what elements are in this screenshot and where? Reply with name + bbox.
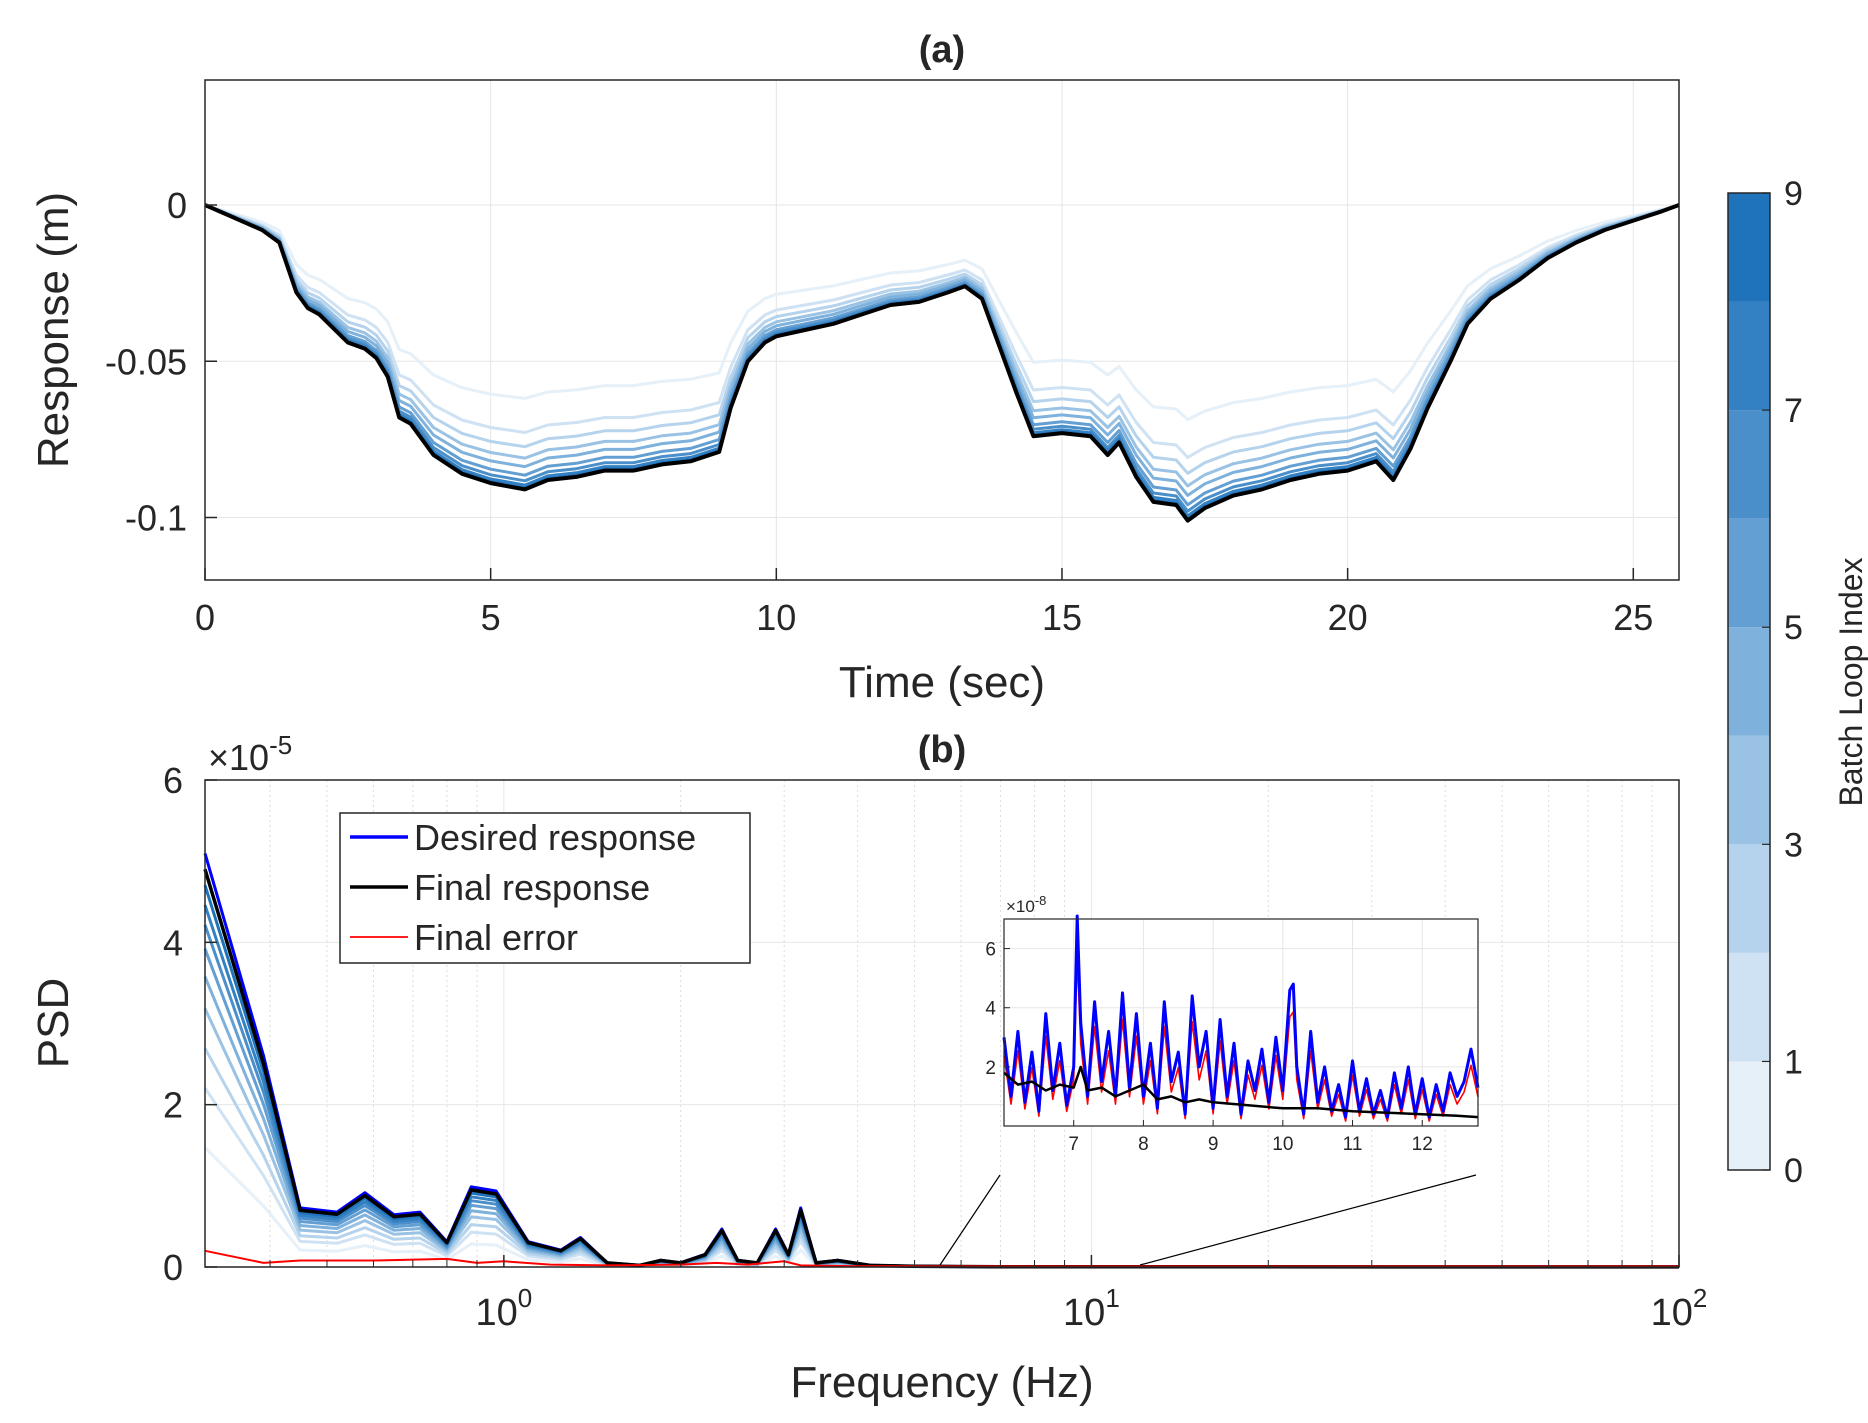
panel-b-xtick-label: 102 <box>1651 1283 1708 1334</box>
inset-final-response-line <box>1003 1065 1479 1119</box>
inset-xtick-label: 7 <box>1068 1134 1079 1155</box>
legend-entry-error: Final error <box>414 917 578 958</box>
inset-exponent-prefix: ×10 <box>1006 897 1035 916</box>
panel-b-xtick-exponent: 0 <box>518 1283 532 1313</box>
inset-exponent-label: ×10-8 <box>1006 893 1046 916</box>
panel-a-series <box>204 203 1680 523</box>
panel-a-batch-loop-line <box>204 203 1680 459</box>
zoom-connector-left <box>939 1174 1001 1266</box>
colorbar-band <box>1728 844 1770 953</box>
panel-a-xtick-label: 10 <box>756 597 796 638</box>
panel-b-ytick-label: 4 <box>163 922 183 963</box>
panel-a-xtick-label: 20 <box>1328 597 1368 638</box>
colorbar-tick-label: 1 <box>1784 1043 1803 1081</box>
inset-xtick-label: 8 <box>1138 1134 1149 1155</box>
inset-ticks: 7 8 9 10 11 12 2 4 6 <box>985 940 1432 1155</box>
panel-a-axes-box <box>204 79 1680 581</box>
panel-a-xtick-label: 0 <box>195 597 215 638</box>
colorbar-tick-label: 5 <box>1784 609 1803 647</box>
colorbar-box <box>1727 192 1771 1171</box>
colorbar-band <box>1728 410 1770 519</box>
panel-a-ytick-label: 0 <box>167 185 187 226</box>
panel-a-xtick-label: 25 <box>1613 597 1653 638</box>
panel-a-batch-loop-line <box>204 203 1680 507</box>
inset-desired-response-line <box>1002 914 1480 1119</box>
panel-a-batch-loop-line <box>204 203 1680 488</box>
panel-b-exponent-label: ×10-5 <box>208 730 292 778</box>
zoom-connector-right <box>1139 1174 1477 1266</box>
panel-a-batch-loop-line <box>204 203 1680 497</box>
colorbar-bands <box>1728 193 1770 1170</box>
colorbar-tick-label: 9 <box>1784 175 1803 213</box>
colorbar-tick-label: 3 <box>1784 826 1803 864</box>
panel-b-xtick-exponent: 2 <box>1693 1283 1707 1313</box>
colorbar-label: Batch Loop Index <box>1833 557 1868 806</box>
legend-entry-desired: Desired response <box>414 817 696 858</box>
colorbar: 0 1 3 5 7 9 Batch Loop Index <box>1727 175 1868 1190</box>
panel-b-axes-box <box>204 779 1680 1268</box>
panel-a-xtick-label: 15 <box>1042 597 1082 638</box>
inset-xtick-label: 10 <box>1272 1134 1293 1155</box>
panel-b-xtick-exponent: 1 <box>1105 1283 1119 1313</box>
legend: Desired response Final response Final er… <box>339 812 751 964</box>
panel-b-xtick-base: 10 <box>1063 1292 1105 1334</box>
panel-b-ytick-label: 0 <box>163 1247 183 1288</box>
panel-b-xtick-label: 101 <box>1063 1283 1120 1334</box>
colorbar-tick-label: 7 <box>1784 392 1803 430</box>
panel-a-xtick-label: 5 <box>481 597 501 638</box>
panel-b-title: (b) <box>918 729 967 771</box>
panel-a-ticks: 0 5 10 15 20 25 0 -0.05 -0.1 <box>105 185 1653 638</box>
panel-b-exponent-power: -5 <box>269 730 292 760</box>
legend-entry-final: Final response <box>414 867 650 908</box>
panel-a-title: (a) <box>919 29 965 71</box>
colorbar-band <box>1728 1061 1770 1170</box>
inset-xtick-label: 9 <box>1208 1134 1219 1155</box>
panel-a-ylabel: Response (m) <box>29 192 78 468</box>
inset-ytick-label: 4 <box>985 999 996 1020</box>
inset-series <box>1002 914 1480 1122</box>
panel-b-xtick-label: 100 <box>475 1283 532 1334</box>
panel-a-batch-loop-line <box>204 203 1680 422</box>
panel-b-xtick-base: 10 <box>1651 1292 1693 1334</box>
inset-xtick-label: 11 <box>1343 1134 1363 1155</box>
colorbar-band <box>1728 627 1770 736</box>
inset-axes-box <box>1003 918 1479 1127</box>
panel-b-ytick-label: 6 <box>163 760 183 801</box>
panel-b-ytick-label: 2 <box>163 1085 183 1126</box>
panel-a: 0 5 10 15 20 25 0 -0.05 -0.1 (a) Time (sec) Resp… <box>29 29 1680 707</box>
inset: 7 8 9 10 11 12 2 4 6 ×10-8 <box>985 893 1480 1155</box>
colorbar-band <box>1728 952 1770 1062</box>
panel-a-final-response-line <box>204 203 1680 523</box>
inset-ytick-label: 6 <box>985 940 996 961</box>
colorbar-band <box>1728 735 1770 845</box>
panel-a-ytick-label: -0.1 <box>125 498 187 539</box>
panel-a-batch-loop-line <box>204 203 1680 475</box>
colorbar-band <box>1728 193 1770 302</box>
panel-a-xlabel: Time (sec) <box>839 658 1045 707</box>
legend-box <box>339 812 751 964</box>
panel-b-xlabel: Frequency (Hz) <box>790 1358 1093 1407</box>
panel-a-plot-area <box>205 80 1679 580</box>
panel-b-exponent-prefix: ×10 <box>208 737 269 778</box>
panel-a-ytick-label: -0.05 <box>105 341 187 382</box>
colorbar-band <box>1728 301 1770 411</box>
inset-exponent-power: -8 <box>1035 893 1047 908</box>
inset-ytick-label: 2 <box>985 1058 996 1079</box>
colorbar-band <box>1728 518 1770 628</box>
inset-xtick-label: 12 <box>1412 1134 1433 1155</box>
colorbar-tick-label: 0 <box>1784 1152 1803 1190</box>
colorbar-ticks: 0 1 3 5 7 9 <box>1762 175 1803 1190</box>
panel-b-xtick-base: 10 <box>475 1292 517 1334</box>
panel-b-ylabel: PSD <box>29 978 78 1068</box>
